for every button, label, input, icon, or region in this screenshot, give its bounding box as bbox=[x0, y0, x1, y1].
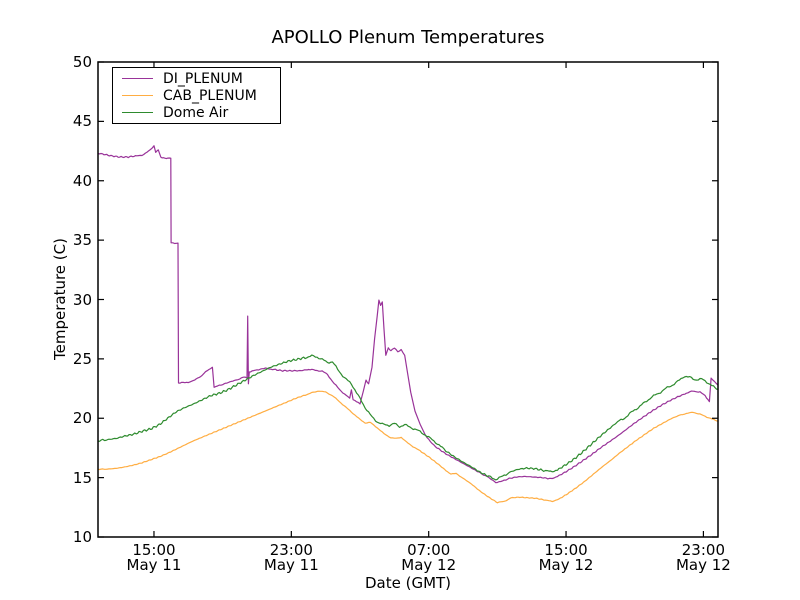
legend-item-cab-plenum: CAB_PLENUM bbox=[113, 87, 280, 104]
y-tick-label: 45 bbox=[72, 112, 92, 131]
y-tick-label: 30 bbox=[72, 290, 92, 309]
legend-label: CAB_PLENUM bbox=[163, 87, 257, 104]
x-axis-label: Date (GMT) bbox=[364, 574, 452, 592]
legend-label: Dome Air bbox=[163, 104, 229, 121]
y-tick-label: 35 bbox=[72, 231, 92, 250]
dome-air-line-swatch-icon bbox=[122, 112, 153, 113]
y-tick-label: 15 bbox=[72, 468, 92, 487]
series-line-dome-air bbox=[98, 354, 718, 481]
y-tick-label: 50 bbox=[72, 53, 92, 71]
legend-item-dome-air: Dome Air bbox=[113, 104, 280, 121]
plot-frame bbox=[97, 61, 719, 538]
cab-plenum-line-swatch-icon bbox=[122, 95, 153, 96]
y-tick-label: 20 bbox=[72, 409, 92, 428]
series-line-cab-plenum bbox=[98, 390, 718, 504]
chart-title: APOLLO Plenum Temperatures bbox=[271, 27, 545, 48]
y-tick-label: 25 bbox=[72, 349, 92, 368]
y-tick-label: 40 bbox=[72, 171, 92, 190]
x-tick-label: 23:00 May 11 bbox=[263, 541, 319, 574]
x-tick-label: 15:00 May 11 bbox=[126, 541, 182, 574]
legend-label: DI_PLENUM bbox=[163, 70, 243, 87]
di-plenum-line-swatch-icon bbox=[122, 78, 153, 79]
legend-item-di-plenum: DI_PLENUM bbox=[113, 70, 280, 87]
legend: DI_PLENUM CAB_PLENUM Dome Air bbox=[112, 67, 281, 124]
x-tick-label: 07:00 May 12 bbox=[401, 541, 457, 574]
y-tick-label: 10 bbox=[72, 528, 92, 546]
x-tick-label: 23:00 May 12 bbox=[675, 541, 731, 574]
x-tick-label: 15:00 May 12 bbox=[538, 541, 594, 574]
series-line-di-plenum bbox=[98, 145, 718, 484]
